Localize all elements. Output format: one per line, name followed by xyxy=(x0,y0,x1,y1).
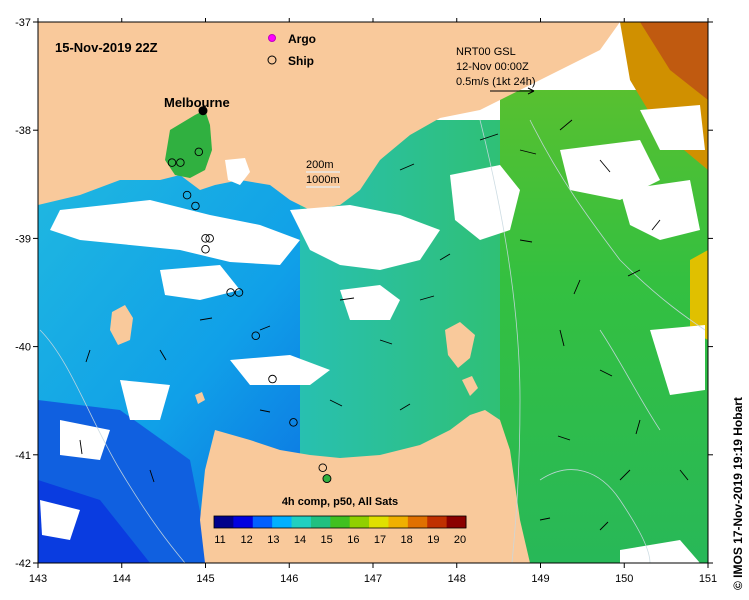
argo-legend-label: Argo xyxy=(288,32,316,46)
marker-legend: Argo Ship xyxy=(267,32,316,68)
colorbar-tick-label: 20 xyxy=(454,534,466,546)
y-tick-label: -41 xyxy=(15,450,31,462)
current-info: NRT00 GSL 12-Nov 00:00Z 0.5m/s (1kt 24h) xyxy=(456,46,535,95)
x-tick-label: 147 xyxy=(364,573,382,585)
y-tick-label: -42 xyxy=(15,558,31,570)
current-info-line2: 12-Nov 00:00Z xyxy=(456,61,529,73)
current-info-line3: 0.5m/s (1kt 24h) xyxy=(456,76,535,88)
x-tick-label: 148 xyxy=(448,573,466,585)
colorbar-frame xyxy=(213,515,467,529)
plot-area xyxy=(38,22,708,563)
colorbar-tick-label: 19 xyxy=(427,534,439,546)
current-arrows xyxy=(79,119,689,531)
place-label-melbourne: Melbourne xyxy=(164,95,230,110)
warm-water-ne2 xyxy=(640,22,708,100)
y-tick-label: -40 xyxy=(15,342,31,354)
argo-legend-icon xyxy=(268,34,276,42)
ship-marker xyxy=(318,463,328,473)
x-tick-label: 146 xyxy=(280,573,298,585)
ship-legend-label: Ship xyxy=(288,54,314,68)
ship-marker xyxy=(289,418,298,427)
colorbar-swatch xyxy=(291,516,312,528)
y-tick-label: -37 xyxy=(15,17,31,29)
colorbar-tick-label: 16 xyxy=(347,534,359,546)
ship-legend-icon xyxy=(267,55,277,65)
ship-marker xyxy=(201,244,210,254)
ship-marker xyxy=(182,190,192,200)
cloud-cover xyxy=(40,105,705,563)
colorbar-swatch xyxy=(407,516,428,528)
ship-marker xyxy=(176,158,185,167)
colorbar-swatch xyxy=(310,516,331,528)
y-tick-label: -39 xyxy=(15,233,31,245)
colorbar-swatch xyxy=(252,516,273,528)
colorbar-swatch xyxy=(369,516,389,528)
colorbar-tick-label: 17 xyxy=(374,534,386,546)
colorbar-swatch xyxy=(427,516,448,528)
colorbar-swatches xyxy=(214,516,467,528)
colorbar: 4h comp, p50, All Sats 11 12 13 14 15 16 17 18 1… xyxy=(213,496,467,546)
cold-water-sw2 xyxy=(38,480,150,563)
x-tick-label: 145 xyxy=(196,573,214,585)
colorbar-swatch xyxy=(272,516,293,528)
ship-marker xyxy=(226,288,235,297)
colorbar-ticks: 11 12 13 14 15 16 17 18 19 20 xyxy=(214,534,466,546)
x-axis: 143 144 145 146 147 148 149 150 151 xyxy=(29,18,717,585)
ship-marker xyxy=(167,158,177,167)
colorbar-swatch xyxy=(446,516,467,528)
current-scale-arrowhead xyxy=(527,87,535,95)
ship-marker xyxy=(191,201,200,211)
colorbar-swatch xyxy=(349,516,370,528)
ship-marker xyxy=(205,234,214,243)
current-info-line1: NRT00 GSL xyxy=(456,46,516,58)
credit-text: © IMOS 17-Nov-2019 19:19 Hobart xyxy=(731,397,745,590)
colorbar-tick-label: 15 xyxy=(321,534,333,546)
colorbar-tick-label: 12 xyxy=(241,534,253,546)
colorbar-tick-label: 13 xyxy=(267,534,279,546)
colorbar-swatch xyxy=(388,516,409,528)
colorbar-swatch xyxy=(233,516,254,528)
argo-marker xyxy=(198,106,208,116)
land-flinders-island xyxy=(445,322,475,368)
markers xyxy=(167,106,332,484)
depth-legend: 200m 1000m xyxy=(306,159,340,188)
colorbar-swatch xyxy=(330,516,351,528)
colorbar-tick-label: 11 xyxy=(214,534,225,546)
ship-marker xyxy=(234,288,244,297)
x-tick-label: 149 xyxy=(531,573,549,585)
depth-contours xyxy=(39,119,706,563)
map-title: 15-Nov-2019 22Z xyxy=(55,40,158,55)
ship-marker xyxy=(201,234,210,243)
ship-marker xyxy=(194,147,204,157)
depth-label-200m: 200m xyxy=(306,159,334,171)
y-tick-label: -38 xyxy=(15,125,31,137)
x-tick-label: 143 xyxy=(29,573,47,585)
x-tick-label: 144 xyxy=(113,573,131,585)
colorbar-tick-label: 18 xyxy=(401,534,413,546)
depth-label-1000m: 1000m xyxy=(306,174,340,186)
western-port xyxy=(225,158,250,185)
warm-water-e xyxy=(690,250,708,340)
ship-marker-filled xyxy=(322,474,332,484)
x-tick-label: 151 xyxy=(699,573,717,585)
ship-marker xyxy=(268,374,277,384)
colorbar-tick-label: 14 xyxy=(294,534,306,546)
colorbar-title: 4h comp, p50, All Sats xyxy=(282,496,398,508)
y-axis: -37 -38 -39 -40 -41 -42 xyxy=(15,17,713,570)
ship-marker xyxy=(251,331,260,341)
x-tick-label: 150 xyxy=(615,573,633,585)
land-king-island xyxy=(110,305,133,345)
colorbar-swatch xyxy=(214,516,234,528)
